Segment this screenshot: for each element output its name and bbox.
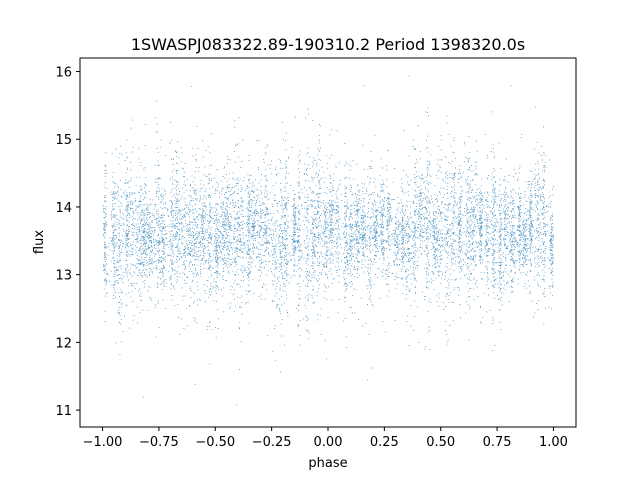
chart-title: 1SWASPJ083322.89-190310.2 Period 1398320… (131, 35, 525, 54)
y-axis-label: flux (32, 230, 47, 254)
y-tick-label: 15 (55, 133, 72, 148)
x-tick-label: 0.00 (314, 435, 343, 450)
x-tick-label: 0.50 (426, 435, 455, 450)
x-tick-label: −0.75 (139, 435, 179, 450)
x-tick-label: 1.00 (539, 435, 568, 450)
data-points (102, 75, 555, 406)
x-tick-label: −1.00 (83, 435, 123, 450)
x-tick-label: 0.25 (370, 435, 399, 450)
x-axis: −1.00 −0.75 −0.50 −0.25 0.00 0.25 0.50 0.75 1.00 (83, 427, 568, 450)
y-tick-label: 13 (55, 269, 72, 284)
x-tick-label: −0.50 (195, 435, 235, 450)
y-tick-label: 16 (55, 66, 72, 81)
x-axis-label: phase (308, 456, 347, 471)
y-axis: 11 12 13 14 15 16 (55, 66, 80, 419)
y-tick-label: 11 (55, 404, 72, 419)
x-tick-label: −0.25 (252, 435, 292, 450)
scatter-points (102, 75, 555, 406)
plot-frame (79, 57, 577, 428)
x-tick-label: 0.75 (483, 435, 512, 450)
y-tick-label: 12 (55, 336, 72, 351)
y-tick-label: 14 (55, 201, 72, 216)
